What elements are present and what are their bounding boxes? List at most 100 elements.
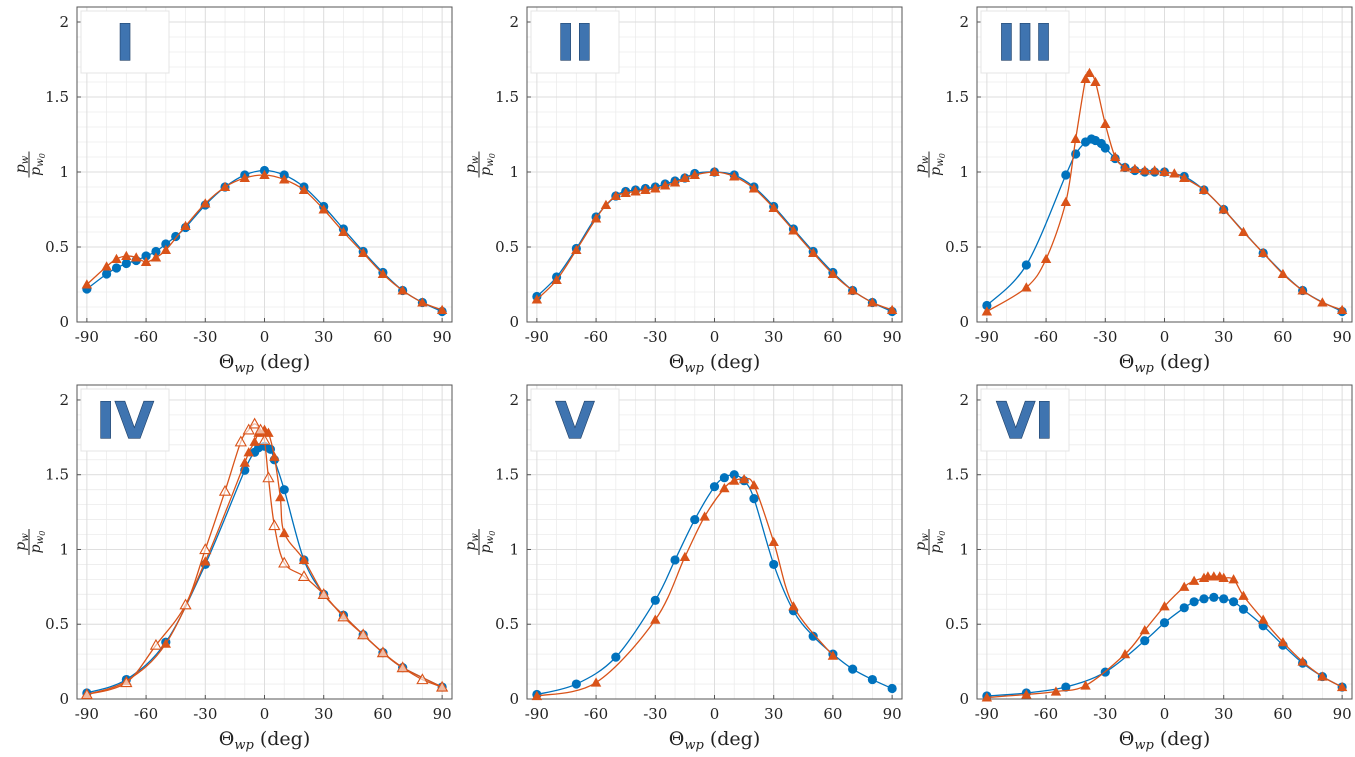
- data-point: [1317, 671, 1328, 681]
- data-point: [1149, 165, 1160, 175]
- data-point: [179, 598, 192, 610]
- data-point: [1080, 680, 1091, 690]
- data-point: [377, 268, 389, 279]
- x-tick-label: -90: [975, 328, 999, 346]
- data-point: [886, 304, 898, 315]
- data-point: [1228, 597, 1239, 607]
- data-point: [1040, 253, 1052, 264]
- data-point: [1139, 165, 1150, 175]
- data-point: [679, 172, 691, 183]
- y-tick-label: 0.5: [495, 238, 519, 256]
- data-point: [690, 514, 700, 525]
- panel-label-box: [980, 388, 1070, 452]
- data-point: [981, 692, 993, 702]
- data-point: [1169, 168, 1180, 178]
- x-tick-label: 90: [1333, 705, 1352, 723]
- data-point: [357, 628, 370, 640]
- data-point: [81, 279, 93, 289]
- data-point: [807, 247, 819, 258]
- data-point: [640, 184, 651, 195]
- x-tick-label: -90: [525, 705, 549, 723]
- x-tick-label: 60: [823, 328, 842, 346]
- data-point: [867, 297, 878, 307]
- data-point: [161, 239, 171, 249]
- data-point: [200, 198, 211, 208]
- data-point: [1139, 625, 1150, 635]
- y-tick-label: 0: [509, 313, 519, 331]
- x-axis-label: Θwp (deg): [669, 351, 760, 376]
- data-point: [1061, 170, 1071, 180]
- data-point: [1228, 574, 1239, 584]
- data-point: [1218, 572, 1229, 582]
- data-point: [1021, 689, 1032, 699]
- data-point: [1317, 297, 1328, 307]
- y-tick-label: 0: [959, 690, 969, 708]
- x-tick-label: 90: [433, 705, 452, 723]
- panel-label-box: [530, 10, 620, 74]
- x-tick-label: 60: [1273, 328, 1292, 346]
- data-point: [1257, 247, 1269, 258]
- data-point: [1179, 172, 1190, 183]
- data-point: [689, 169, 700, 180]
- x-axis-label: Θwp (deg): [669, 728, 760, 753]
- svg-text:pw: pw: [13, 155, 31, 173]
- svg-text:pw: pw: [463, 155, 481, 173]
- data-point: [699, 511, 710, 521]
- data-point: [1061, 682, 1071, 692]
- data-point: [551, 274, 562, 285]
- data-point: [847, 285, 858, 295]
- y-tick-label: 0.5: [45, 615, 69, 633]
- data-point: [610, 190, 622, 201]
- x-tick-label: 90: [1333, 328, 1352, 346]
- data-point: [151, 246, 161, 257]
- x-tick-label: 30: [1214, 705, 1233, 723]
- x-tick-label: 90: [433, 328, 452, 346]
- data-point: [258, 434, 271, 445]
- x-tick-label: -60: [134, 705, 158, 723]
- data-point: [1159, 601, 1170, 611]
- data-point: [1257, 614, 1269, 624]
- panel-label-box: [80, 10, 170, 74]
- data-point: [219, 181, 231, 192]
- svg-text:pw: pw: [913, 155, 931, 173]
- svg-text:pw0: pw0: [478, 153, 497, 176]
- data-point: [121, 250, 132, 261]
- data-point: [808, 631, 818, 641]
- data-point: [827, 268, 839, 279]
- data-point: [416, 673, 429, 685]
- data-point: [670, 555, 680, 565]
- data-point: [1100, 118, 1111, 129]
- x-tick-label: 30: [1214, 328, 1233, 346]
- x-tick-label: 60: [823, 705, 842, 723]
- panel-label: III: [997, 14, 1053, 72]
- data-point: [867, 674, 877, 685]
- data-point: [827, 650, 839, 660]
- x-tick-label: 0: [1160, 705, 1170, 723]
- x-tick-label: 60: [373, 328, 392, 346]
- data-point: [729, 171, 740, 181]
- data-point: [262, 471, 275, 483]
- y-tick-label: 0: [509, 690, 519, 708]
- data-point: [982, 300, 992, 311]
- panel-label: II: [556, 14, 593, 72]
- data-point: [659, 180, 671, 190]
- data-point: [279, 527, 290, 538]
- data-point: [243, 447, 254, 457]
- data-point: [748, 183, 760, 193]
- svg-text:pw0: pw0: [928, 531, 947, 554]
- data-point: [650, 614, 661, 624]
- data-point: [242, 423, 255, 435]
- data-point: [1219, 594, 1229, 604]
- panel-label: V: [556, 392, 595, 450]
- x-tick-label: -90: [975, 705, 999, 723]
- data-point: [269, 451, 280, 461]
- data-point: [160, 244, 172, 255]
- data-point: [1179, 603, 1189, 613]
- x-axis-label: Θwp (deg): [219, 728, 310, 753]
- data-point: [531, 294, 543, 304]
